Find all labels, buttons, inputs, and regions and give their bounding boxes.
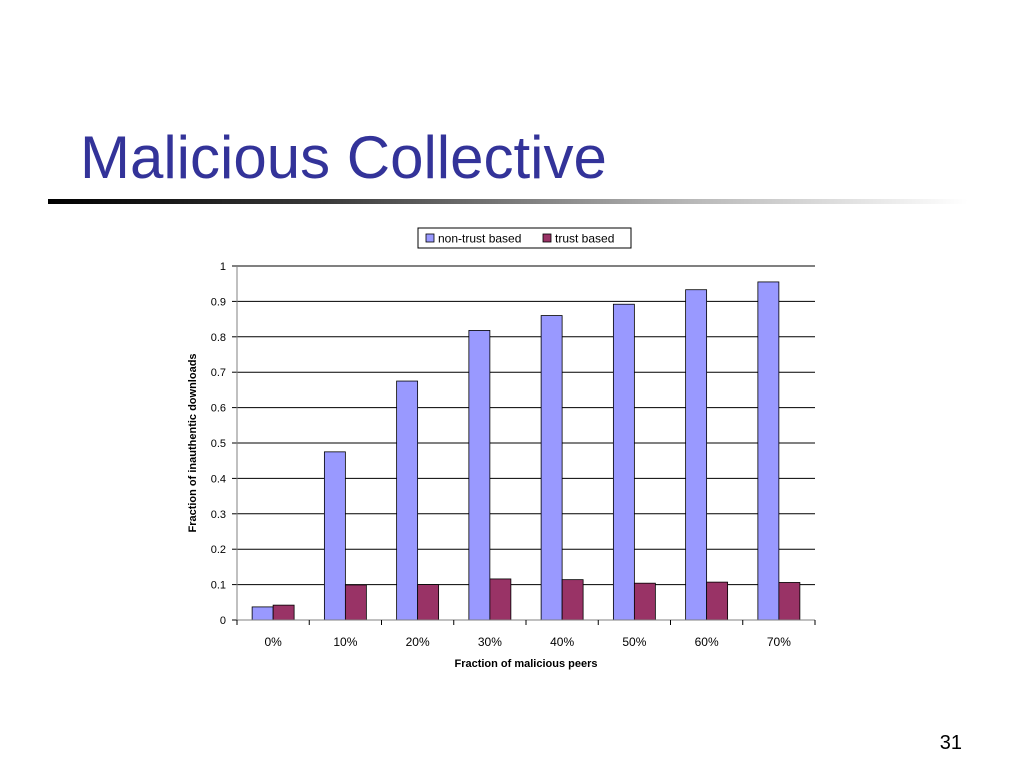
y-tick-label: 0.9 xyxy=(211,296,226,308)
chart-axes xyxy=(232,265,816,625)
y-axis-label: Fraction of inauthentic downloads xyxy=(187,353,199,532)
chart-legend: non-trust based trust based xyxy=(417,227,632,249)
bar-trust-based xyxy=(489,578,512,621)
x-tick-label: 30% xyxy=(478,635,502,649)
bar-non-trust-based xyxy=(540,315,563,621)
slide-number: 31 xyxy=(939,732,962,754)
legend-label-non-trust: non-trust based xyxy=(438,232,521,246)
y-tick-label: 0.8 xyxy=(211,332,226,344)
y-tick-label: 0.1 xyxy=(211,580,226,592)
bar-trust-based xyxy=(706,581,729,621)
bar-trust-based xyxy=(272,604,295,621)
legend-swatch-non-trust xyxy=(425,233,435,243)
x-axis-label: Fraction of malicious peers xyxy=(454,658,597,670)
bar-non-trust-based xyxy=(323,451,346,621)
bar-chart: non-trust based trust based 0 0.1 0.2 0.3 0.4… xyxy=(187,227,816,670)
x-tick-label: 60% xyxy=(695,635,719,649)
y-tick-label: 1 xyxy=(220,261,226,273)
bar-trust-based xyxy=(633,582,656,621)
y-tick-label: 0 xyxy=(220,615,226,627)
bar-trust-based xyxy=(417,584,440,621)
bar-non-trust-based xyxy=(468,330,491,621)
legend-box xyxy=(417,227,632,249)
legend-label-trust: trust based xyxy=(555,232,614,246)
bar-non-trust-based xyxy=(612,303,635,621)
y-tick-label: 0.7 xyxy=(211,367,226,379)
y-tick-label: 0.6 xyxy=(211,403,226,415)
x-tick-label: 50% xyxy=(622,635,646,649)
bar-non-trust-based xyxy=(685,289,708,621)
title-underline xyxy=(48,199,968,204)
bar-non-trust-based xyxy=(757,281,780,621)
bar-non-trust-based xyxy=(251,606,274,621)
slide-title: Malicious Collective xyxy=(80,124,607,191)
bar-non-trust-based xyxy=(396,380,419,621)
bar-trust-based xyxy=(778,582,801,621)
bar-trust-based xyxy=(344,584,367,621)
legend-swatch-trust xyxy=(542,233,552,243)
x-tick-label: 20% xyxy=(406,635,430,649)
y-tick-label: 0.5 xyxy=(211,438,226,450)
y-tick-labels: 0 0.1 0.2 0.3 0.4 0.5 0.6 0.7 0.8 0.9 1 xyxy=(211,261,226,627)
bar-trust-based xyxy=(561,579,584,621)
chart-bars xyxy=(251,281,801,621)
y-tick-label: 0.3 xyxy=(211,509,226,521)
x-tick-label: 40% xyxy=(550,635,574,649)
x-tick-label: 0% xyxy=(264,635,282,649)
y-tick-label: 0.4 xyxy=(211,473,226,485)
x-tick-label: 70% xyxy=(767,635,791,649)
y-tick-label: 0.2 xyxy=(211,544,226,556)
x-tick-labels: 0% 10% 20% 30% 40% 50% 60% 70% xyxy=(264,635,791,649)
chart-gridlines xyxy=(237,265,815,586)
x-tick-label: 10% xyxy=(333,635,357,649)
